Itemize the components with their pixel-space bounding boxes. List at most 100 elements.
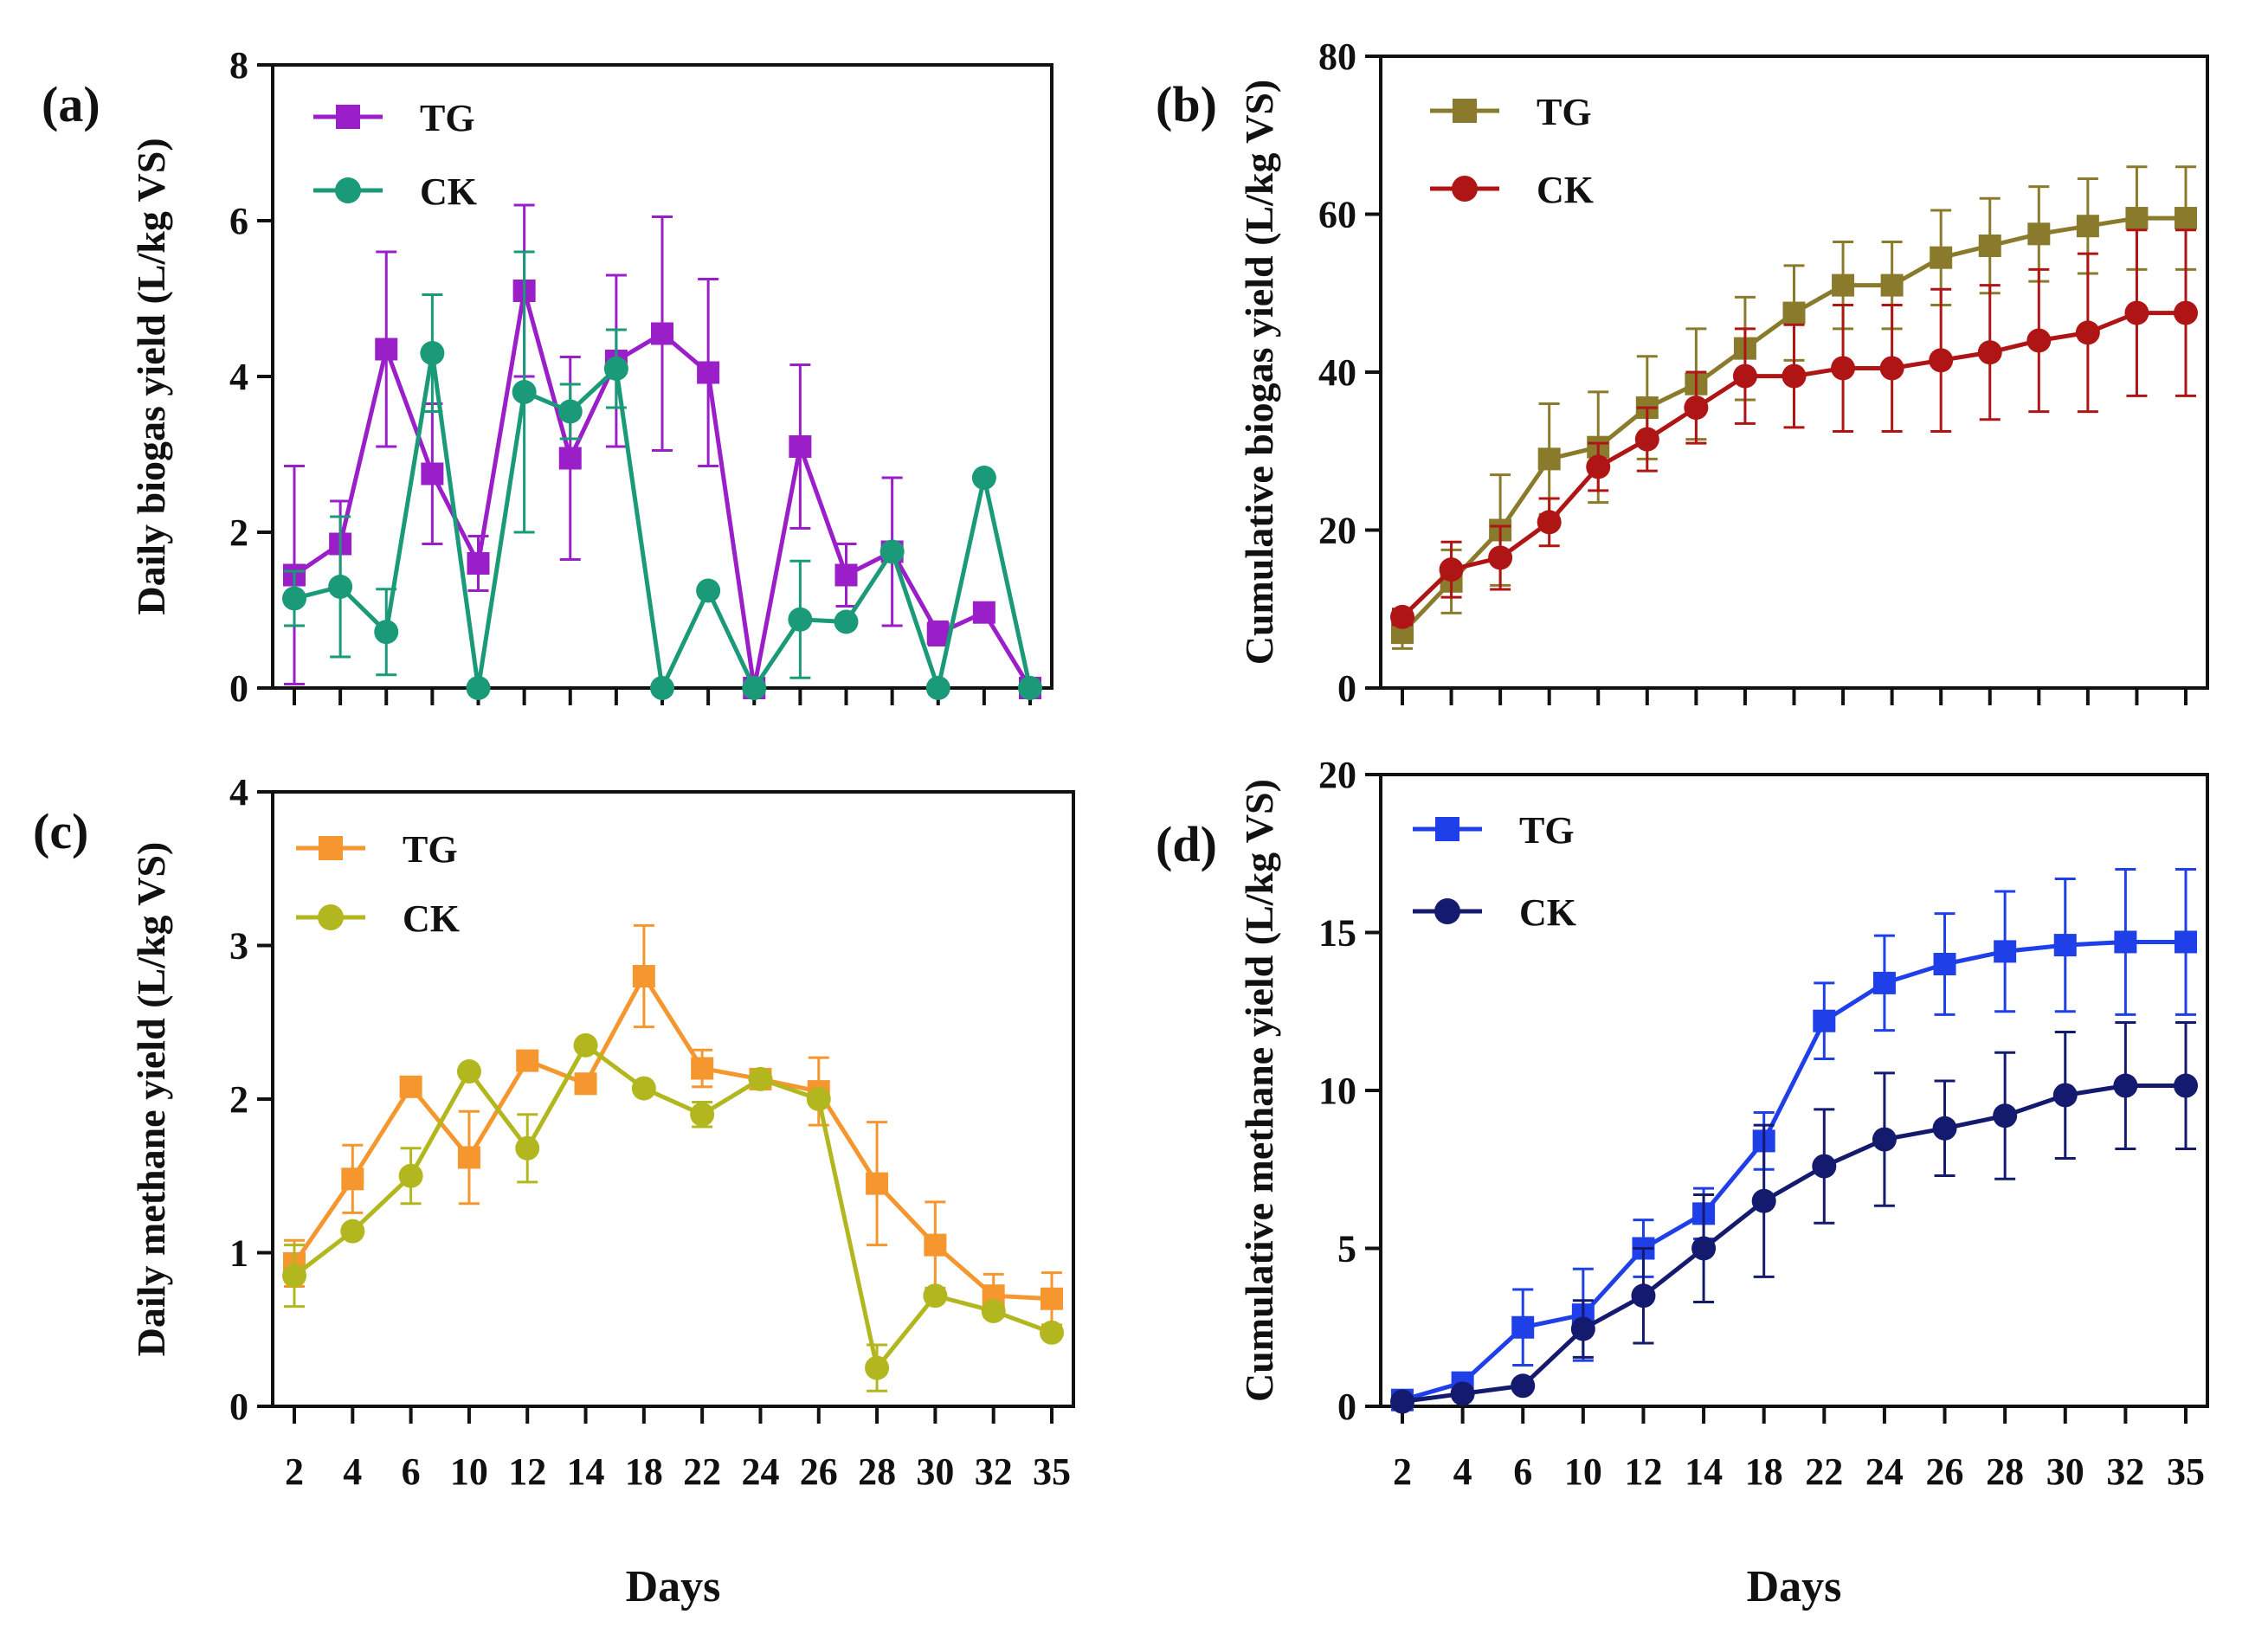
y-axis-label: Daily biogas yield (L/kg VS) [129, 138, 173, 614]
x-tick-label: 10 [1564, 1450, 1602, 1493]
y-tick-label: 40 [1318, 351, 1356, 394]
x-tick-label: 12 [1624, 1450, 1662, 1493]
data-point [1831, 356, 1856, 381]
data-point [2175, 207, 2197, 230]
x-tick-label: 24 [1865, 1450, 1904, 1493]
data-point [1782, 363, 1807, 389]
legend-entry-ck: CK [1430, 169, 1594, 211]
legend-marker [1434, 898, 1460, 924]
data-point [1813, 1009, 1836, 1032]
y-tick-label: 6 [229, 200, 248, 242]
data-point [1634, 427, 1659, 452]
data-point [340, 1219, 365, 1244]
data-point [1390, 1389, 1414, 1414]
x-tick-label: 4 [1453, 1450, 1472, 1493]
data-point [1977, 340, 2002, 365]
data-point [1684, 395, 1709, 421]
data-point [1537, 447, 1561, 471]
data-point [923, 1283, 948, 1309]
data-point [1832, 273, 1855, 297]
data-point [457, 1146, 480, 1169]
legend-entry-tg: TG [313, 97, 475, 139]
data-point [2053, 934, 2077, 957]
data-point [1782, 301, 1806, 325]
y-tick-label: 4 [229, 771, 248, 814]
legend-entry-ck: CK [313, 170, 477, 213]
data-point [1994, 940, 2017, 963]
data-point [971, 466, 996, 490]
y-tick-label: 10 [1318, 1070, 1356, 1112]
y-axis-label: Daily methane yield (L/kg VS) [129, 842, 173, 1357]
data-point [282, 1264, 306, 1289]
x-tick-label: 22 [1805, 1450, 1843, 1493]
data-point [2124, 300, 2149, 325]
y-tick-label: 60 [1318, 194, 1356, 236]
y-tick-label: 8 [229, 44, 248, 87]
data-point [1450, 1381, 1475, 1406]
legend-entry-ck: CK [1413, 891, 1576, 934]
data-point [1879, 356, 1904, 381]
legend-label: TG [420, 97, 475, 139]
legend-label: TG [403, 828, 458, 871]
y-tick-label: 20 [1318, 754, 1356, 796]
series-ck [1390, 228, 2198, 629]
x-tick-label: 22 [683, 1450, 721, 1493]
data-point [398, 1163, 423, 1188]
data-point [1537, 510, 1562, 535]
legend-label: TG [1537, 91, 1592, 133]
legend-label: TG [1519, 809, 1575, 852]
x-tick-label: 14 [567, 1450, 605, 1493]
data-point [1511, 1315, 1535, 1339]
data-point [2125, 207, 2149, 230]
data-point [1812, 1154, 1837, 1179]
x-tick-label: 6 [1513, 1450, 1532, 1493]
data-point [603, 357, 628, 381]
data-point [789, 435, 812, 458]
x-tick-label: 32 [2106, 1450, 2144, 1493]
data-point [467, 552, 490, 575]
data-point [691, 1057, 714, 1080]
data-point [1930, 246, 1953, 269]
data-point [788, 607, 813, 632]
panel-tag: (d) [1156, 816, 1217, 872]
data-point [2027, 222, 2051, 246]
series-tg [283, 923, 1063, 1327]
x-tick-label: 12 [508, 1450, 546, 1493]
data-point [1018, 676, 1042, 700]
data-point [341, 1167, 364, 1191]
series-ck [282, 250, 1042, 700]
y-tick-label: 4 [229, 356, 248, 398]
x-tick-label: 30 [2046, 1450, 2084, 1493]
data-point [1691, 1236, 1717, 1261]
y-tick-label: 0 [1337, 1386, 1356, 1428]
x-axis-label: Days [1747, 1562, 1842, 1611]
x-tick-label: 24 [741, 1450, 779, 1493]
data-point [1732, 363, 1757, 389]
x-tick-label: 35 [2167, 1450, 2205, 1493]
x-tick-label: 10 [450, 1450, 488, 1493]
y-tick-label: 15 [1318, 912, 1356, 955]
x-axis-label: Days [626, 1562, 721, 1611]
data-point [1631, 1283, 1656, 1309]
legend-marker [1435, 817, 1459, 841]
legend-entry-tg: TG [1413, 809, 1575, 852]
series-line [1401, 1084, 2186, 1405]
y-tick-label: 80 [1318, 35, 1356, 78]
legend-marker [319, 836, 343, 860]
data-point [651, 322, 673, 345]
y-axis-label: Cumulative methane yield (L/kg VS) [1237, 779, 1281, 1402]
data-point [748, 1066, 773, 1091]
panel-tag: (c) [33, 803, 88, 859]
y-tick-label: 0 [229, 1386, 248, 1428]
data-point [2174, 1073, 2198, 1098]
data-point [1929, 348, 1954, 373]
y-axis-label: Cumulative biogas yield (L/kg VS) [1237, 80, 1281, 665]
data-point [1872, 1127, 1897, 1152]
data-point [696, 578, 721, 603]
series-tg [1391, 868, 2197, 1412]
data-point [1993, 1103, 2018, 1129]
y-tick-label: 20 [1318, 510, 1356, 552]
x-tick-label: 18 [1745, 1450, 1783, 1493]
y-tick-label: 5 [1337, 1228, 1356, 1270]
